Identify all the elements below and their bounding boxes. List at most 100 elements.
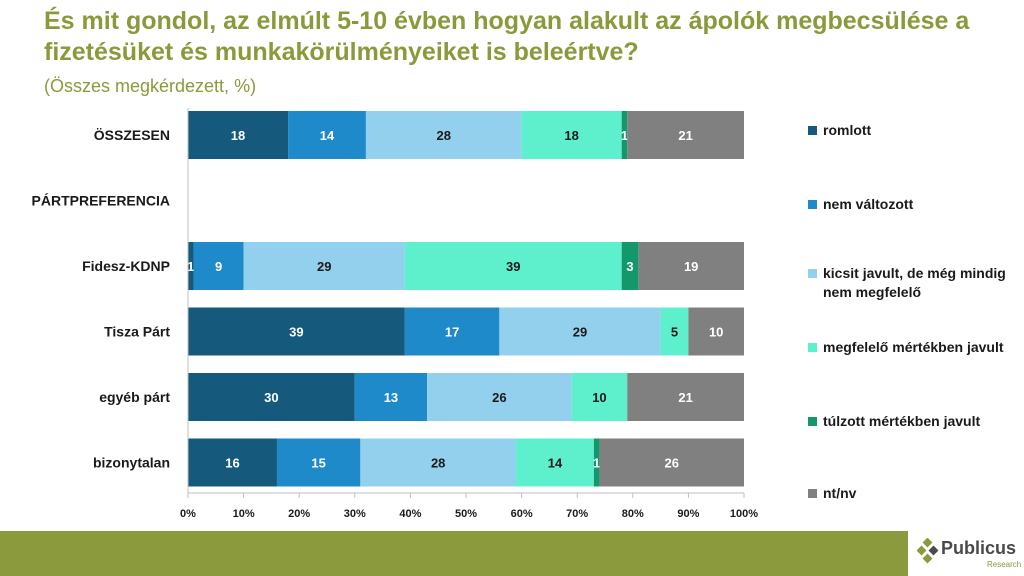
bar-segment xyxy=(688,307,744,356)
bar-segment xyxy=(188,111,289,159)
legend-label: nt/nv xyxy=(823,485,857,501)
logo-sub: Research xyxy=(987,560,1022,569)
bar-segment xyxy=(188,242,194,290)
data-label: 18 xyxy=(564,128,578,143)
x-tick-label: 10% xyxy=(233,508,255,520)
legend-label: romlott xyxy=(823,122,872,138)
x-tick-label: 100% xyxy=(730,508,758,520)
category-label: Tisza Párt xyxy=(104,324,170,340)
legend-swatch xyxy=(808,269,817,278)
bar-segment xyxy=(276,438,361,487)
data-label: 1 xyxy=(593,456,600,471)
data-label: 14 xyxy=(320,128,335,143)
bar-segment xyxy=(599,438,744,487)
data-label: 1 xyxy=(187,259,194,274)
publicus-logo: Publicus Research xyxy=(915,532,1024,576)
legend-swatch xyxy=(808,200,817,209)
x-tick-label: 60% xyxy=(511,508,533,520)
data-label: 26 xyxy=(492,390,506,405)
data-label: 29 xyxy=(317,259,331,274)
bar-segment xyxy=(638,242,744,290)
legend-swatch xyxy=(808,126,817,135)
stacked-bar-chart: ÖSSZESEN 18 14 28 18 1 21 PÁRTPREFERENCIA Fidesz… xyxy=(32,108,758,520)
bar-segment xyxy=(621,111,628,159)
data-label: 18 xyxy=(231,128,245,143)
bar-segment xyxy=(360,438,517,487)
legend-item: túlzott mértékben javult xyxy=(808,412,1008,431)
legend-swatch xyxy=(808,343,817,352)
data-label: 10 xyxy=(709,325,723,340)
data-label: 16 xyxy=(225,456,239,471)
bar-segment xyxy=(627,111,744,159)
bar-segment xyxy=(516,438,594,487)
data-label: 39 xyxy=(289,325,303,340)
data-label: 30 xyxy=(264,390,278,405)
legend-swatch xyxy=(808,417,817,426)
legend-item: nem változott xyxy=(808,195,1008,214)
legend-item: kicsit javult, de még mindig nem megfele… xyxy=(808,264,1008,302)
x-tick-label: 20% xyxy=(288,508,310,520)
x-tick-label: 70% xyxy=(566,508,588,520)
bar-segment xyxy=(621,242,639,290)
chart-title: És mit gondol, az elmúlt 5-10 évben hogy… xyxy=(44,7,970,66)
legend-label: kicsit javult, de még mindig nem megfele… xyxy=(823,265,1006,300)
data-label: 14 xyxy=(548,456,563,471)
bar-segment xyxy=(660,307,689,356)
legend-label: túlzott mértékben javult xyxy=(823,413,981,429)
bar-segment xyxy=(404,242,622,290)
legend-label: megfelelő mértékben javult xyxy=(823,339,1004,355)
category-label: bizonytalan xyxy=(93,455,170,471)
category-label: Fidesz-KDNP xyxy=(82,258,170,274)
footer-bar xyxy=(0,531,908,576)
bar-segment xyxy=(365,111,522,159)
legend-item: megfelelő mértékben javult xyxy=(808,338,1008,357)
data-label: 10 xyxy=(592,390,606,405)
data-label: 17 xyxy=(445,325,459,340)
data-label: 1 xyxy=(621,128,628,143)
x-tick-label: 0% xyxy=(180,508,196,520)
bar-segment xyxy=(188,373,355,421)
category-label: egyéb párt xyxy=(99,389,170,405)
bar-segment xyxy=(188,307,405,356)
bar-segment xyxy=(354,373,428,421)
data-label: 21 xyxy=(678,390,692,405)
x-tick-label: 50% xyxy=(455,508,477,520)
data-label: 26 xyxy=(664,456,678,471)
legend-item: nt/nv xyxy=(808,484,1008,503)
bar-segment xyxy=(571,373,628,421)
bar-segment xyxy=(288,111,366,159)
category-label: ÖSSZESEN xyxy=(94,127,170,143)
data-label: 39 xyxy=(506,259,520,274)
legend-swatch xyxy=(808,489,817,498)
category-label: PÁRTPREFERENCIA xyxy=(32,193,170,209)
bar-segment xyxy=(193,242,244,290)
bar-segment xyxy=(521,111,622,159)
data-label: 9 xyxy=(215,259,222,274)
x-tick-label: 40% xyxy=(399,508,421,520)
x-tick-label: 80% xyxy=(622,508,644,520)
legend-item: romlott xyxy=(808,121,1008,140)
publicus-logo-icon xyxy=(917,538,939,564)
logo-name: Publicus xyxy=(941,538,1017,558)
data-label: 28 xyxy=(431,456,445,471)
chart-subtitle: (Összes megkérdezett, %) xyxy=(44,76,257,96)
data-label: 13 xyxy=(384,390,398,405)
chart-legend: romlott nem változott kicsit javult, de mé… xyxy=(808,0,1024,576)
x-tick-label: 90% xyxy=(677,508,699,520)
bar-segment xyxy=(404,307,500,356)
legend-label: nem változott xyxy=(823,196,914,212)
data-label: 28 xyxy=(437,128,451,143)
bar-segment xyxy=(427,373,572,421)
data-label: 21 xyxy=(678,128,692,143)
data-label: 29 xyxy=(573,325,587,340)
bar-segment xyxy=(188,438,277,487)
data-label: 5 xyxy=(671,325,678,340)
data-label: 15 xyxy=(311,456,325,471)
x-tick-label: 30% xyxy=(344,508,366,520)
bar-segment xyxy=(499,307,661,356)
data-label: 19 xyxy=(684,259,698,274)
bar-segment xyxy=(593,438,600,487)
bar-segment xyxy=(627,373,744,421)
bar-segment xyxy=(243,242,405,290)
data-label: 3 xyxy=(626,259,633,274)
